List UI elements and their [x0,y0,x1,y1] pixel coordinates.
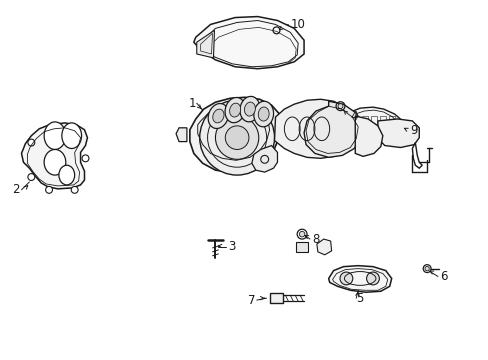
Polygon shape [296,242,307,252]
Circle shape [28,174,35,180]
Ellipse shape [208,104,228,129]
Polygon shape [345,107,403,141]
Ellipse shape [44,149,66,175]
Text: 2: 2 [12,183,19,196]
Ellipse shape [62,123,81,148]
Text: 9: 9 [409,124,417,137]
Ellipse shape [212,109,224,123]
Polygon shape [176,128,186,141]
Polygon shape [251,145,277,172]
Ellipse shape [229,103,240,117]
Circle shape [339,272,352,285]
Circle shape [28,139,35,146]
Ellipse shape [240,96,259,122]
Polygon shape [328,266,391,292]
Text: 6: 6 [439,270,447,283]
Text: 10: 10 [290,18,305,31]
Polygon shape [193,17,304,69]
Text: 3: 3 [228,240,235,253]
Circle shape [199,100,274,175]
Text: 4: 4 [349,109,357,122]
Polygon shape [316,239,331,255]
Circle shape [71,186,78,193]
Circle shape [225,126,248,149]
Text: 8: 8 [311,233,319,246]
Ellipse shape [59,165,75,185]
Ellipse shape [244,102,255,116]
Ellipse shape [258,107,268,121]
Polygon shape [21,123,87,189]
Circle shape [299,231,304,237]
Text: 5: 5 [356,292,363,305]
Circle shape [424,266,428,271]
Ellipse shape [44,122,66,149]
Circle shape [45,186,52,193]
Polygon shape [355,116,382,156]
Circle shape [82,155,89,162]
Polygon shape [269,293,283,303]
Circle shape [366,272,379,285]
Polygon shape [304,101,363,157]
Text: 7: 7 [247,294,255,307]
Ellipse shape [253,101,273,127]
Ellipse shape [224,98,244,123]
Polygon shape [189,97,282,172]
Circle shape [215,116,258,159]
Text: 1: 1 [188,97,196,110]
Polygon shape [274,99,355,158]
Polygon shape [196,30,214,58]
Circle shape [337,104,342,109]
Polygon shape [377,119,418,148]
